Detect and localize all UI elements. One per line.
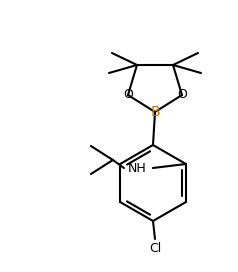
Text: B: B (150, 105, 160, 119)
Text: NH: NH (128, 162, 146, 175)
Text: O: O (123, 88, 133, 101)
Text: O: O (177, 88, 187, 101)
Text: Cl: Cl (149, 243, 161, 255)
